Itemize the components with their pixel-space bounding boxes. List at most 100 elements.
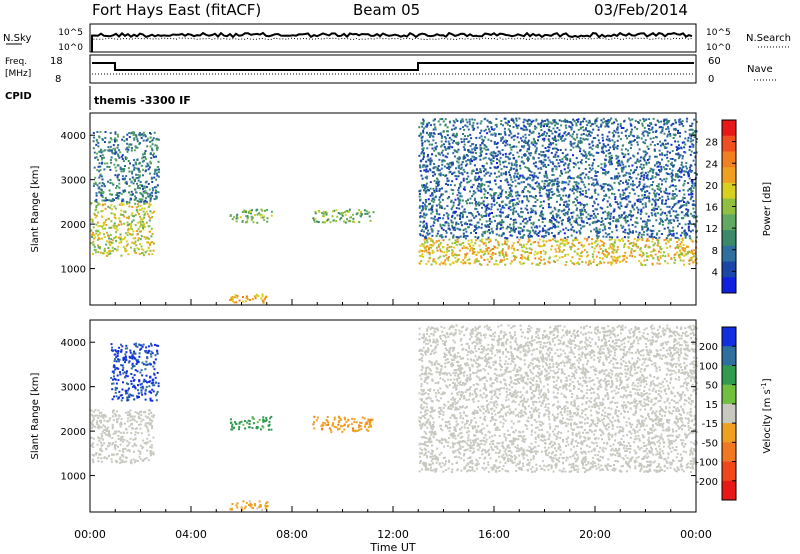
scatter-cell (674, 215, 677, 218)
power-scatter-cells (90, 117, 698, 304)
scatter-cell (542, 153, 545, 156)
scatter-cell (113, 237, 116, 240)
scatter-cell (470, 157, 473, 160)
scatter-cell (98, 150, 101, 153)
scatter-cell (461, 216, 464, 219)
scatter-cell (661, 199, 664, 202)
scatter-cell (479, 250, 482, 253)
scatter-cell (671, 169, 674, 172)
scatter-cell (140, 164, 143, 167)
scatter-cell (642, 187, 645, 190)
scatter-cell (509, 125, 511, 127)
scatter-cell (144, 135, 147, 138)
scatter-cell (679, 234, 682, 237)
scatter-cell (100, 184, 103, 187)
scatter-cell (485, 152, 488, 155)
scatter-cell (422, 123, 425, 126)
scatter-cell (626, 137, 629, 140)
scatter-cell (509, 187, 512, 189)
scatter-cell (565, 200, 568, 203)
scatter-cell (589, 167, 591, 170)
scatter-cell (690, 238, 693, 241)
scatter-cell (571, 226, 574, 229)
scatter-cell (638, 231, 641, 234)
scatter-cell (676, 219, 679, 222)
scatter-cell (418, 134, 421, 137)
scatter-cell (99, 174, 102, 177)
scatter-cell (528, 130, 531, 133)
scatter-cell (556, 180, 559, 183)
scatter-cell (651, 203, 653, 206)
scatter-cell (521, 235, 524, 238)
scatter-cell (492, 150, 495, 153)
scatter-cell (579, 194, 582, 197)
scatter-cell (95, 139, 98, 141)
scatter-cell (577, 146, 580, 149)
scatter-cell (558, 129, 561, 132)
scatter-cell (462, 259, 465, 262)
scatter-cell (432, 224, 435, 227)
scatter-cell (440, 194, 443, 197)
scatter-cell (686, 117, 689, 120)
scatter-cell (521, 127, 524, 130)
scatter-cell (469, 197, 472, 200)
scatter-cell (419, 133, 422, 136)
scatter-cell (633, 169, 636, 172)
scatter-cell (603, 242, 606, 245)
scatter-cell (109, 149, 112, 152)
scatter-cell (523, 118, 526, 121)
scatter-cell (582, 245, 585, 248)
scatter-cell (480, 263, 483, 266)
scatter-cell (526, 150, 529, 153)
scatter-cell (687, 202, 690, 204)
scatter-cell (138, 208, 141, 211)
scatter-cell (480, 190, 483, 193)
scatter-cell (630, 252, 633, 255)
scatter-cell (545, 149, 548, 152)
scatter-cell (150, 235, 153, 238)
scatter-cell (99, 155, 102, 158)
scatter-cell (597, 193, 600, 196)
scatter-cell (678, 200, 681, 203)
scatter-cell (423, 224, 426, 227)
scatter-cell (647, 171, 650, 174)
scatter-cell (633, 238, 636, 240)
scatter-cell (667, 211, 670, 214)
scatter-cell (432, 187, 435, 190)
scatter-cell (654, 193, 657, 196)
scatter-cell (424, 227, 427, 230)
scatter-cell (427, 158, 430, 161)
scatter-cell (143, 153, 146, 156)
scatter-cell (645, 252, 648, 255)
scatter-cell (532, 241, 535, 244)
scatter-cell (622, 197, 625, 200)
scatter-cell (434, 173, 436, 176)
scatter-cell (483, 183, 486, 186)
scatter-cell (437, 165, 440, 167)
scatter-cell (614, 220, 617, 222)
scatter-cell (688, 170, 691, 173)
scatter-cell (145, 157, 147, 160)
scatter-cell (602, 151, 605, 154)
scatter-cell (568, 169, 571, 172)
scatter-cell (424, 191, 427, 194)
scatter-cell (438, 239, 440, 242)
scatter-cell (609, 218, 612, 220)
scatter-cell (421, 142, 424, 145)
scatter-cell (421, 215, 424, 218)
scatter-cell (105, 224, 108, 226)
scatter-cell (588, 259, 591, 262)
nave-tick-0: 0 (708, 74, 714, 85)
scatter-cell (436, 168, 439, 171)
scatter-cell (421, 151, 423, 154)
scatter-cell (594, 122, 597, 125)
scatter-cell (439, 250, 442, 253)
scatter-cell (465, 160, 468, 163)
scatter-cell (538, 257, 541, 260)
scatter-cell (649, 143, 652, 146)
scatter-cell (459, 195, 462, 198)
scatter-cell (609, 204, 612, 207)
scatter-cell (642, 150, 645, 153)
scatter-cell (660, 120, 663, 123)
scatter-cell (337, 212, 340, 215)
